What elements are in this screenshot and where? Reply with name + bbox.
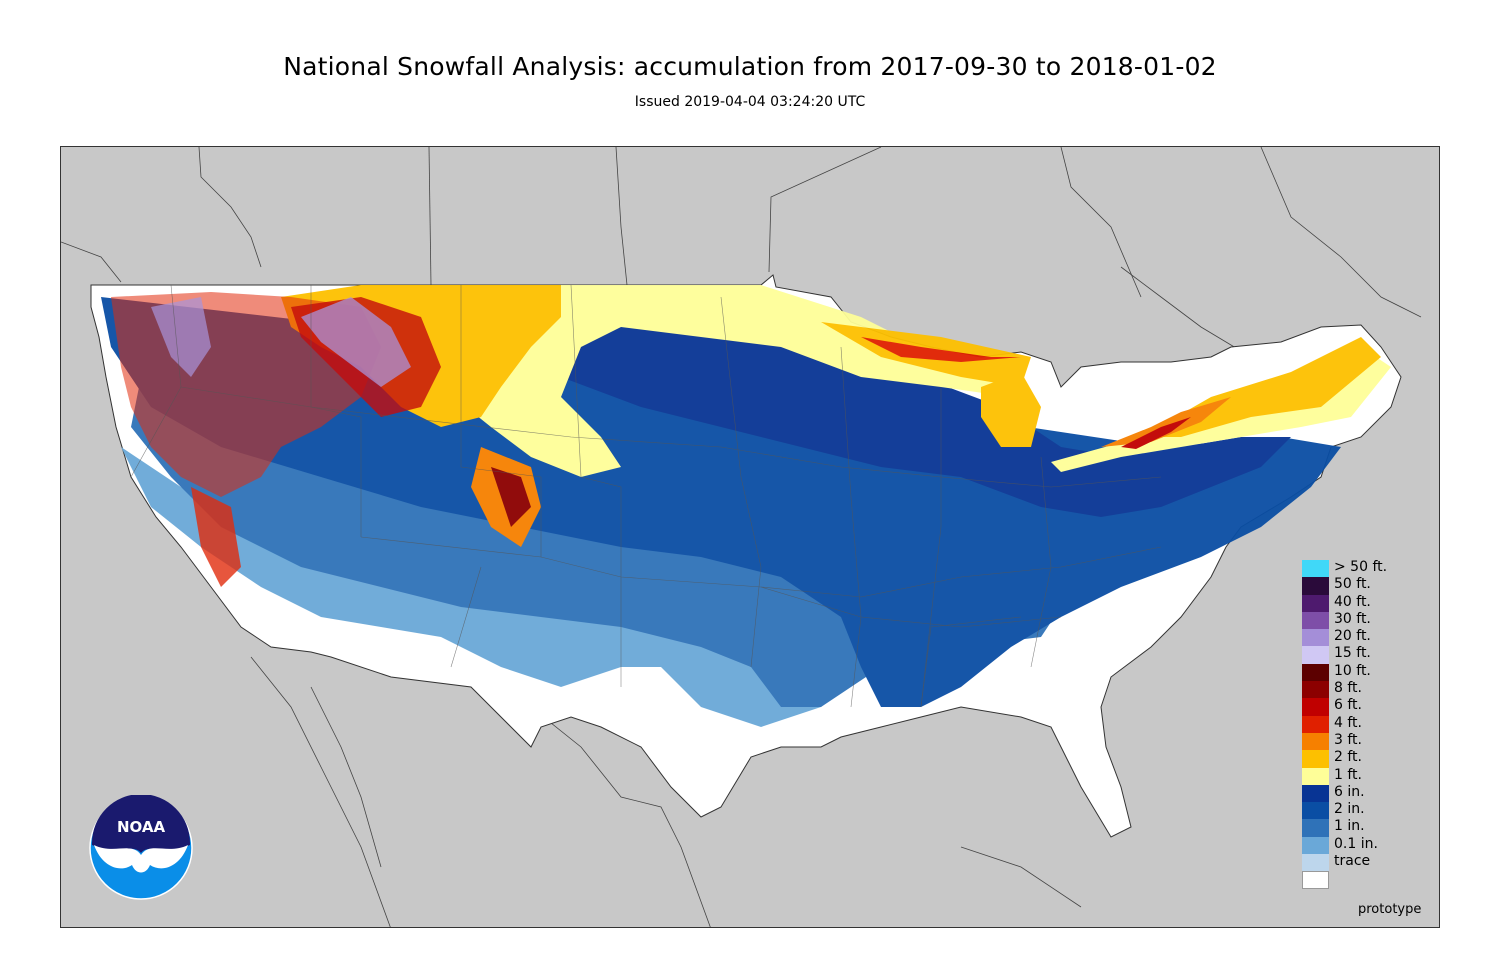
legend-label: 1 in. [1334, 818, 1365, 835]
noaa-logo-text: NOAA [117, 818, 166, 836]
legend-swatch [1302, 767, 1329, 785]
legend-swatch [1302, 577, 1329, 595]
legend-entry: 1 in. [1302, 818, 1432, 837]
legend-entry: 4 ft. [1302, 714, 1432, 733]
legend-label: 30 ft. [1334, 610, 1371, 627]
legend-label: 8 ft. [1334, 680, 1362, 697]
legend-swatch [1302, 594, 1329, 612]
snowfall-map [60, 146, 1440, 928]
legend-entry: 6 in. [1302, 783, 1432, 803]
legend-swatch [1302, 663, 1329, 682]
legend-swatch [1302, 732, 1329, 751]
legend-entry: 10 ft. [1302, 662, 1432, 682]
legend-label: 0.1 in. [1334, 835, 1378, 852]
legend-swatch [1302, 750, 1329, 768]
legend-entry: trace [1302, 853, 1432, 872]
noaa-logo: NOAA [89, 795, 193, 900]
legend-label: trace [1334, 853, 1371, 870]
issued-timestamp: Issued 2019-04-04 03:24:20 UTC [634, 94, 866, 110]
legend-entry: 15 ft. [1302, 645, 1432, 664]
legend-label: 15 ft. [1334, 645, 1371, 662]
legend-swatch [1302, 854, 1329, 872]
legend-label: 2 ft. [1334, 749, 1362, 766]
legend-entry: 2 ft. [1302, 749, 1432, 768]
legend-swatch [1302, 715, 1329, 733]
legend-label: 10 ft. [1334, 662, 1371, 679]
map-canvas [61, 147, 1422, 927]
legend-swatch [1302, 836, 1329, 855]
legend-label: 6 in. [1334, 783, 1365, 800]
legend-entry: 3 ft. [1302, 731, 1432, 751]
legend-entry [1302, 871, 1432, 889]
legend-entry: 0.1 in. [1302, 835, 1432, 855]
legend-label: 4 ft. [1334, 714, 1362, 731]
legend-entry: 50 ft. [1302, 576, 1432, 595]
legend-entry: 20 ft. [1302, 628, 1432, 647]
legend-label: 40 ft. [1334, 593, 1371, 610]
prototype-watermark: prototype [1358, 902, 1422, 917]
legend: > 50 ft. 50 ft. 40 ft. 30 ft. 20 ft. 15 … [1302, 559, 1432, 889]
snowfall-shading [101, 285, 1391, 727]
legend-entry: 1 ft. [1302, 766, 1432, 785]
legend-label: > 50 ft. [1334, 559, 1388, 575]
map-title: National Snowfall Analysis: accumulation… [283, 52, 1217, 81]
legend-entry: 8 ft. [1302, 680, 1432, 699]
legend-entry: 6 ft. [1302, 697, 1432, 716]
legend-swatch [1302, 698, 1329, 716]
legend-entry: > 50 ft. [1302, 559, 1432, 578]
legend-swatch [1302, 819, 1329, 837]
legend-label: 20 ft. [1334, 628, 1371, 645]
legend-label: 6 ft. [1334, 697, 1362, 714]
legend-swatch [1302, 611, 1329, 630]
legend-entry: 2 in. [1302, 801, 1432, 820]
legend-swatch [1302, 646, 1329, 664]
legend-label: 3 ft. [1334, 731, 1362, 748]
state-boundaries [130, 284, 1162, 708]
legend-swatch [1302, 560, 1329, 578]
legend-swatch [1302, 802, 1329, 820]
legend-entry: 40 ft. [1302, 593, 1432, 612]
legend-label: 1 ft. [1334, 766, 1362, 783]
legend-entry: 30 ft. [1302, 610, 1432, 630]
legend-swatch [1302, 871, 1329, 889]
legend-swatch [1302, 681, 1329, 699]
legend-label: 2 in. [1334, 801, 1365, 818]
legend-swatch [1302, 629, 1329, 647]
legend-label: 50 ft. [1334, 576, 1371, 593]
legend-swatch [1302, 784, 1329, 803]
